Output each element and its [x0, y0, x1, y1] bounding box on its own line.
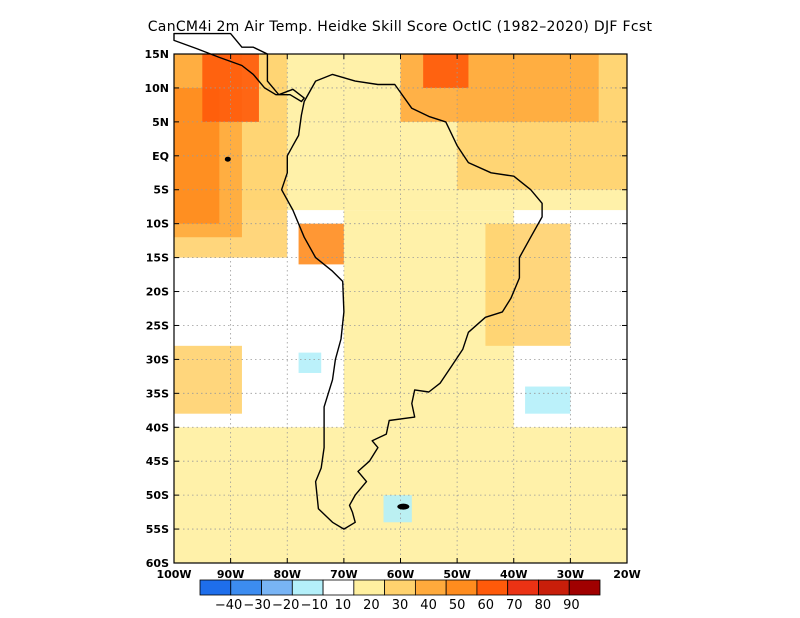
- galapagos-islands: [224, 156, 231, 162]
- skill-region: [174, 345, 242, 414]
- graticule: [174, 54, 627, 563]
- lat-tick-label: 20S: [146, 286, 169, 299]
- colorbar-label: 40: [420, 598, 437, 613]
- lat-tick-label: 40S: [146, 421, 169, 434]
- colorbar: −40 −30 −20 −10 10 20 30 40 50 60 70 80 90: [199, 579, 601, 613]
- skill-region: [525, 386, 571, 414]
- lat-tick-label: 30S: [146, 353, 169, 366]
- lat-tick-label: EQ: [152, 150, 169, 163]
- skill-region: [298, 223, 344, 265]
- lon-tick-label: 30W: [557, 568, 584, 581]
- lat-tick-label: 15N: [144, 48, 169, 61]
- lon-tick-label: 100W: [156, 568, 191, 581]
- central-america-outline: [173, 32, 305, 103]
- colorbar-label: 60: [477, 598, 494, 613]
- colorbar-label: −30: [243, 598, 270, 613]
- lat-tick-label: 5N: [152, 116, 169, 129]
- lat-tick-label: 35S: [146, 387, 169, 400]
- colorbar-swatch: [384, 579, 416, 596]
- lon-tick-label: 60W: [387, 568, 414, 581]
- colorbar-label: −40: [215, 598, 242, 613]
- lat-tick-label: 15S: [146, 252, 169, 265]
- lon-tick-label: 50W: [443, 568, 470, 581]
- lat-tick-label: 50S: [146, 489, 169, 502]
- colorbar-label: 20: [363, 598, 380, 613]
- colorbar-swatch: [414, 579, 447, 596]
- lon-tick-label: 40W: [500, 568, 527, 581]
- lat-tick-label: 60S: [146, 557, 169, 570]
- colorbar-label: 10: [335, 598, 352, 613]
- lat-tick-label: 10N: [144, 82, 169, 95]
- colorbar-swatch: [476, 579, 509, 596]
- colorbar-swatch: [230, 579, 262, 596]
- lat-tick-label: 25S: [146, 319, 169, 332]
- lat-tick-label: 55S: [146, 523, 169, 536]
- lat-tick-label: 10S: [146, 218, 169, 231]
- south-america-outline: [280, 73, 543, 530]
- colorbar-label: −20: [272, 598, 299, 613]
- axis-ticks: 15N 10N 5N EQ 5S 10S 15S 20S 25S 30S 35S 40S 45S 50S 5…: [144, 48, 640, 581]
- colorbar-label: 90: [563, 598, 580, 613]
- colorbar-label: 50: [449, 598, 466, 613]
- colorbar-swatch: [445, 579, 478, 596]
- map-title: CanCM4i 2m Air Temp. Heidke Skill Score …: [147, 19, 653, 35]
- colorbar-label: 30: [392, 598, 409, 613]
- colorbar-swatch: [291, 579, 324, 596]
- lon-tick-label: 20W: [613, 568, 640, 581]
- skill-region: [485, 223, 571, 346]
- colorbar-label: −10: [301, 598, 328, 613]
- colorbar-swatch: [322, 579, 355, 596]
- lon-tick-label: 90W: [217, 568, 244, 581]
- colorbar-swatch: [507, 579, 539, 596]
- lat-tick-label: 45S: [146, 455, 169, 468]
- colorbar-swatch: [353, 579, 386, 596]
- coastlines: [173, 32, 543, 530]
- lon-tick-label: 80W: [274, 568, 301, 581]
- colorbar-label: 80: [535, 598, 552, 613]
- skill-region: [298, 352, 322, 373]
- colorbar-label: 70: [506, 598, 523, 613]
- colorbar-swatch: [199, 579, 232, 596]
- skill-region: [423, 54, 469, 88]
- lat-tick-label: 5S: [153, 184, 169, 197]
- lon-tick-label: 70W: [330, 568, 357, 581]
- colorbar-swatch: [568, 579, 601, 596]
- falkland-islands: [397, 503, 410, 510]
- colorbar-swatch: [261, 579, 293, 596]
- colorbar-swatch: [538, 579, 570, 596]
- skill-region: [202, 54, 259, 122]
